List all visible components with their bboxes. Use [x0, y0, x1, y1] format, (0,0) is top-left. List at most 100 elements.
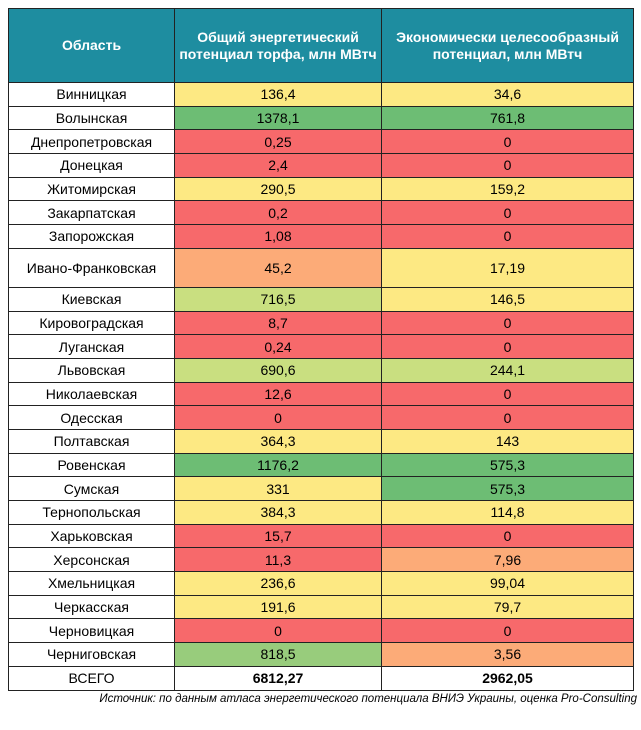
- table-row: Кировоградская 8,7 0: [8, 310, 634, 336]
- economic-potential-cell: 99,04: [381, 571, 634, 596]
- total-row: ВСЕГО 6812,27 2962,05: [8, 665, 634, 691]
- table-header-row: Область Общий энергетический потенциал т…: [8, 8, 634, 83]
- economic-potential-cell: 0: [381, 523, 634, 549]
- economic-potential-cell: 79,7: [381, 594, 634, 620]
- header-region: Область: [8, 8, 175, 83]
- region-cell: Житомирская: [8, 176, 175, 202]
- total-potential-cell: 0,2: [174, 200, 382, 226]
- region-cell: Херсонская: [8, 547, 175, 573]
- region-cell: Винницкая: [8, 82, 175, 107]
- total-potential-cell: 1,08: [174, 224, 382, 249]
- region-cell: Черкасская: [8, 594, 175, 620]
- region-cell: Черновицкая: [8, 618, 175, 644]
- economic-potential-cell: 114,8: [381, 500, 634, 525]
- total-potential-cell: 0,24: [174, 334, 382, 359]
- total-label-cell: ВСЕГО: [8, 665, 175, 691]
- region-cell: Харьковская: [8, 523, 175, 549]
- total-potential-cell: 1176,2: [174, 452, 382, 478]
- economic-potential-cell: 0: [381, 618, 634, 644]
- total-potential-cell: 8,7: [174, 310, 382, 336]
- table-body: Винницкая 136,4 34,6 Волынская 1378,1 761,8 Дн…: [8, 82, 634, 691]
- economic-potential-cell: 761,8: [381, 105, 634, 131]
- header-total-potential: Общий энергетический потенциал торфа, мл…: [174, 8, 382, 83]
- table-row: Одесская 0 0: [8, 405, 634, 430]
- total-potential-cell: 191,6: [174, 594, 382, 620]
- economic-potential-cell: 575,3: [381, 476, 634, 501]
- region-cell: Сумская: [8, 476, 175, 501]
- total-potential-cell: 690,6: [174, 357, 382, 383]
- region-cell: Волынская: [8, 105, 175, 131]
- peat-potential-table: Область Общий энергетический потенциал т…: [8, 8, 634, 691]
- total-potential-sum-cell: 6812,27: [174, 665, 382, 691]
- region-cell: Донецкая: [8, 153, 175, 178]
- table-row: Львовская 690,6 244,1: [8, 357, 634, 383]
- economic-potential-cell: 0: [381, 200, 634, 226]
- total-potential-cell: 290,5: [174, 176, 382, 202]
- table-row: Хмельницкая 236,6 99,04: [8, 571, 634, 596]
- economic-potential-cell: 146,5: [381, 286, 634, 312]
- table-row: Сумская 331 575,3: [8, 476, 634, 501]
- economic-potential-cell: 0: [381, 310, 634, 336]
- economic-potential-sum-cell: 2962,05: [381, 665, 634, 691]
- economic-potential-cell: 3,56: [381, 642, 634, 667]
- region-cell: Одесская: [8, 405, 175, 430]
- table-row: Тернопольская 384,3 114,8: [8, 500, 634, 525]
- region-cell: Киевская: [8, 286, 175, 312]
- table-row: Луганская 0,24 0: [8, 334, 634, 359]
- total-potential-cell: 0,25: [174, 129, 382, 155]
- region-cell: Закарпатская: [8, 200, 175, 226]
- table-row: Ивано-Франковская 45,2 17,19: [8, 247, 634, 288]
- source-note: Источник: по данным атласа энергетическо…: [99, 693, 637, 705]
- economic-potential-cell: 7,96: [381, 547, 634, 573]
- economic-potential-cell: 0: [381, 129, 634, 155]
- total-potential-cell: 12,6: [174, 381, 382, 407]
- total-potential-cell: 384,3: [174, 500, 382, 525]
- total-potential-cell: 0: [174, 618, 382, 644]
- economic-potential-cell: 143: [381, 428, 634, 454]
- table-row: Ровенская 1176,2 575,3: [8, 452, 634, 478]
- economic-potential-cell: 17,19: [381, 247, 634, 288]
- table-row: Черниговская 818,5 3,56: [8, 642, 634, 667]
- economic-potential-cell: 0: [381, 405, 634, 430]
- table-row: Житомирская 290,5 159,2: [8, 176, 634, 202]
- total-potential-cell: 45,2: [174, 247, 382, 288]
- total-potential-cell: 136,4: [174, 82, 382, 107]
- economic-potential-cell: 575,3: [381, 452, 634, 478]
- economic-potential-cell: 159,2: [381, 176, 634, 202]
- table-row: Винницкая 136,4 34,6: [8, 82, 634, 107]
- total-potential-cell: 15,7: [174, 523, 382, 549]
- region-cell: Полтавская: [8, 428, 175, 454]
- table-row: Волынская 1378,1 761,8: [8, 105, 634, 131]
- economic-potential-cell: 0: [381, 334, 634, 359]
- region-cell: Днепропетровская: [8, 129, 175, 155]
- region-cell: Запорожская: [8, 224, 175, 249]
- table-row: Полтавская 364,3 143: [8, 428, 634, 454]
- total-potential-cell: 716,5: [174, 286, 382, 312]
- header-economic-potential: Экономически целесообразный потенциал, м…: [381, 8, 634, 83]
- table-row: Херсонская 11,3 7,96: [8, 547, 634, 573]
- economic-potential-cell: 244,1: [381, 357, 634, 383]
- economic-potential-cell: 0: [381, 224, 634, 249]
- total-potential-cell: 331: [174, 476, 382, 501]
- economic-potential-cell: 0: [381, 381, 634, 407]
- table-row: Николаевская 12,6 0: [8, 381, 634, 407]
- region-cell: Николаевская: [8, 381, 175, 407]
- table-row: Харьковская 15,7 0: [8, 523, 634, 549]
- region-cell: Ивано-Франковская: [8, 247, 175, 288]
- economic-potential-cell: 0: [381, 153, 634, 178]
- table-row: Закарпатская 0,2 0: [8, 200, 634, 226]
- table-row: Черновицкая 0 0: [8, 618, 634, 644]
- total-potential-cell: 11,3: [174, 547, 382, 573]
- table-row: Киевская 716,5 146,5: [8, 286, 634, 312]
- region-cell: Львовская: [8, 357, 175, 383]
- region-cell: Тернопольская: [8, 500, 175, 525]
- table-row: Черкасская 191,6 79,7: [8, 594, 634, 620]
- economic-potential-cell: 34,6: [381, 82, 634, 107]
- total-potential-cell: 818,5: [174, 642, 382, 667]
- region-cell: Черниговская: [8, 642, 175, 667]
- total-potential-cell: 364,3: [174, 428, 382, 454]
- total-potential-cell: 236,6: [174, 571, 382, 596]
- region-cell: Ровенская: [8, 452, 175, 478]
- total-potential-cell: 1378,1: [174, 105, 382, 131]
- region-cell: Кировоградская: [8, 310, 175, 336]
